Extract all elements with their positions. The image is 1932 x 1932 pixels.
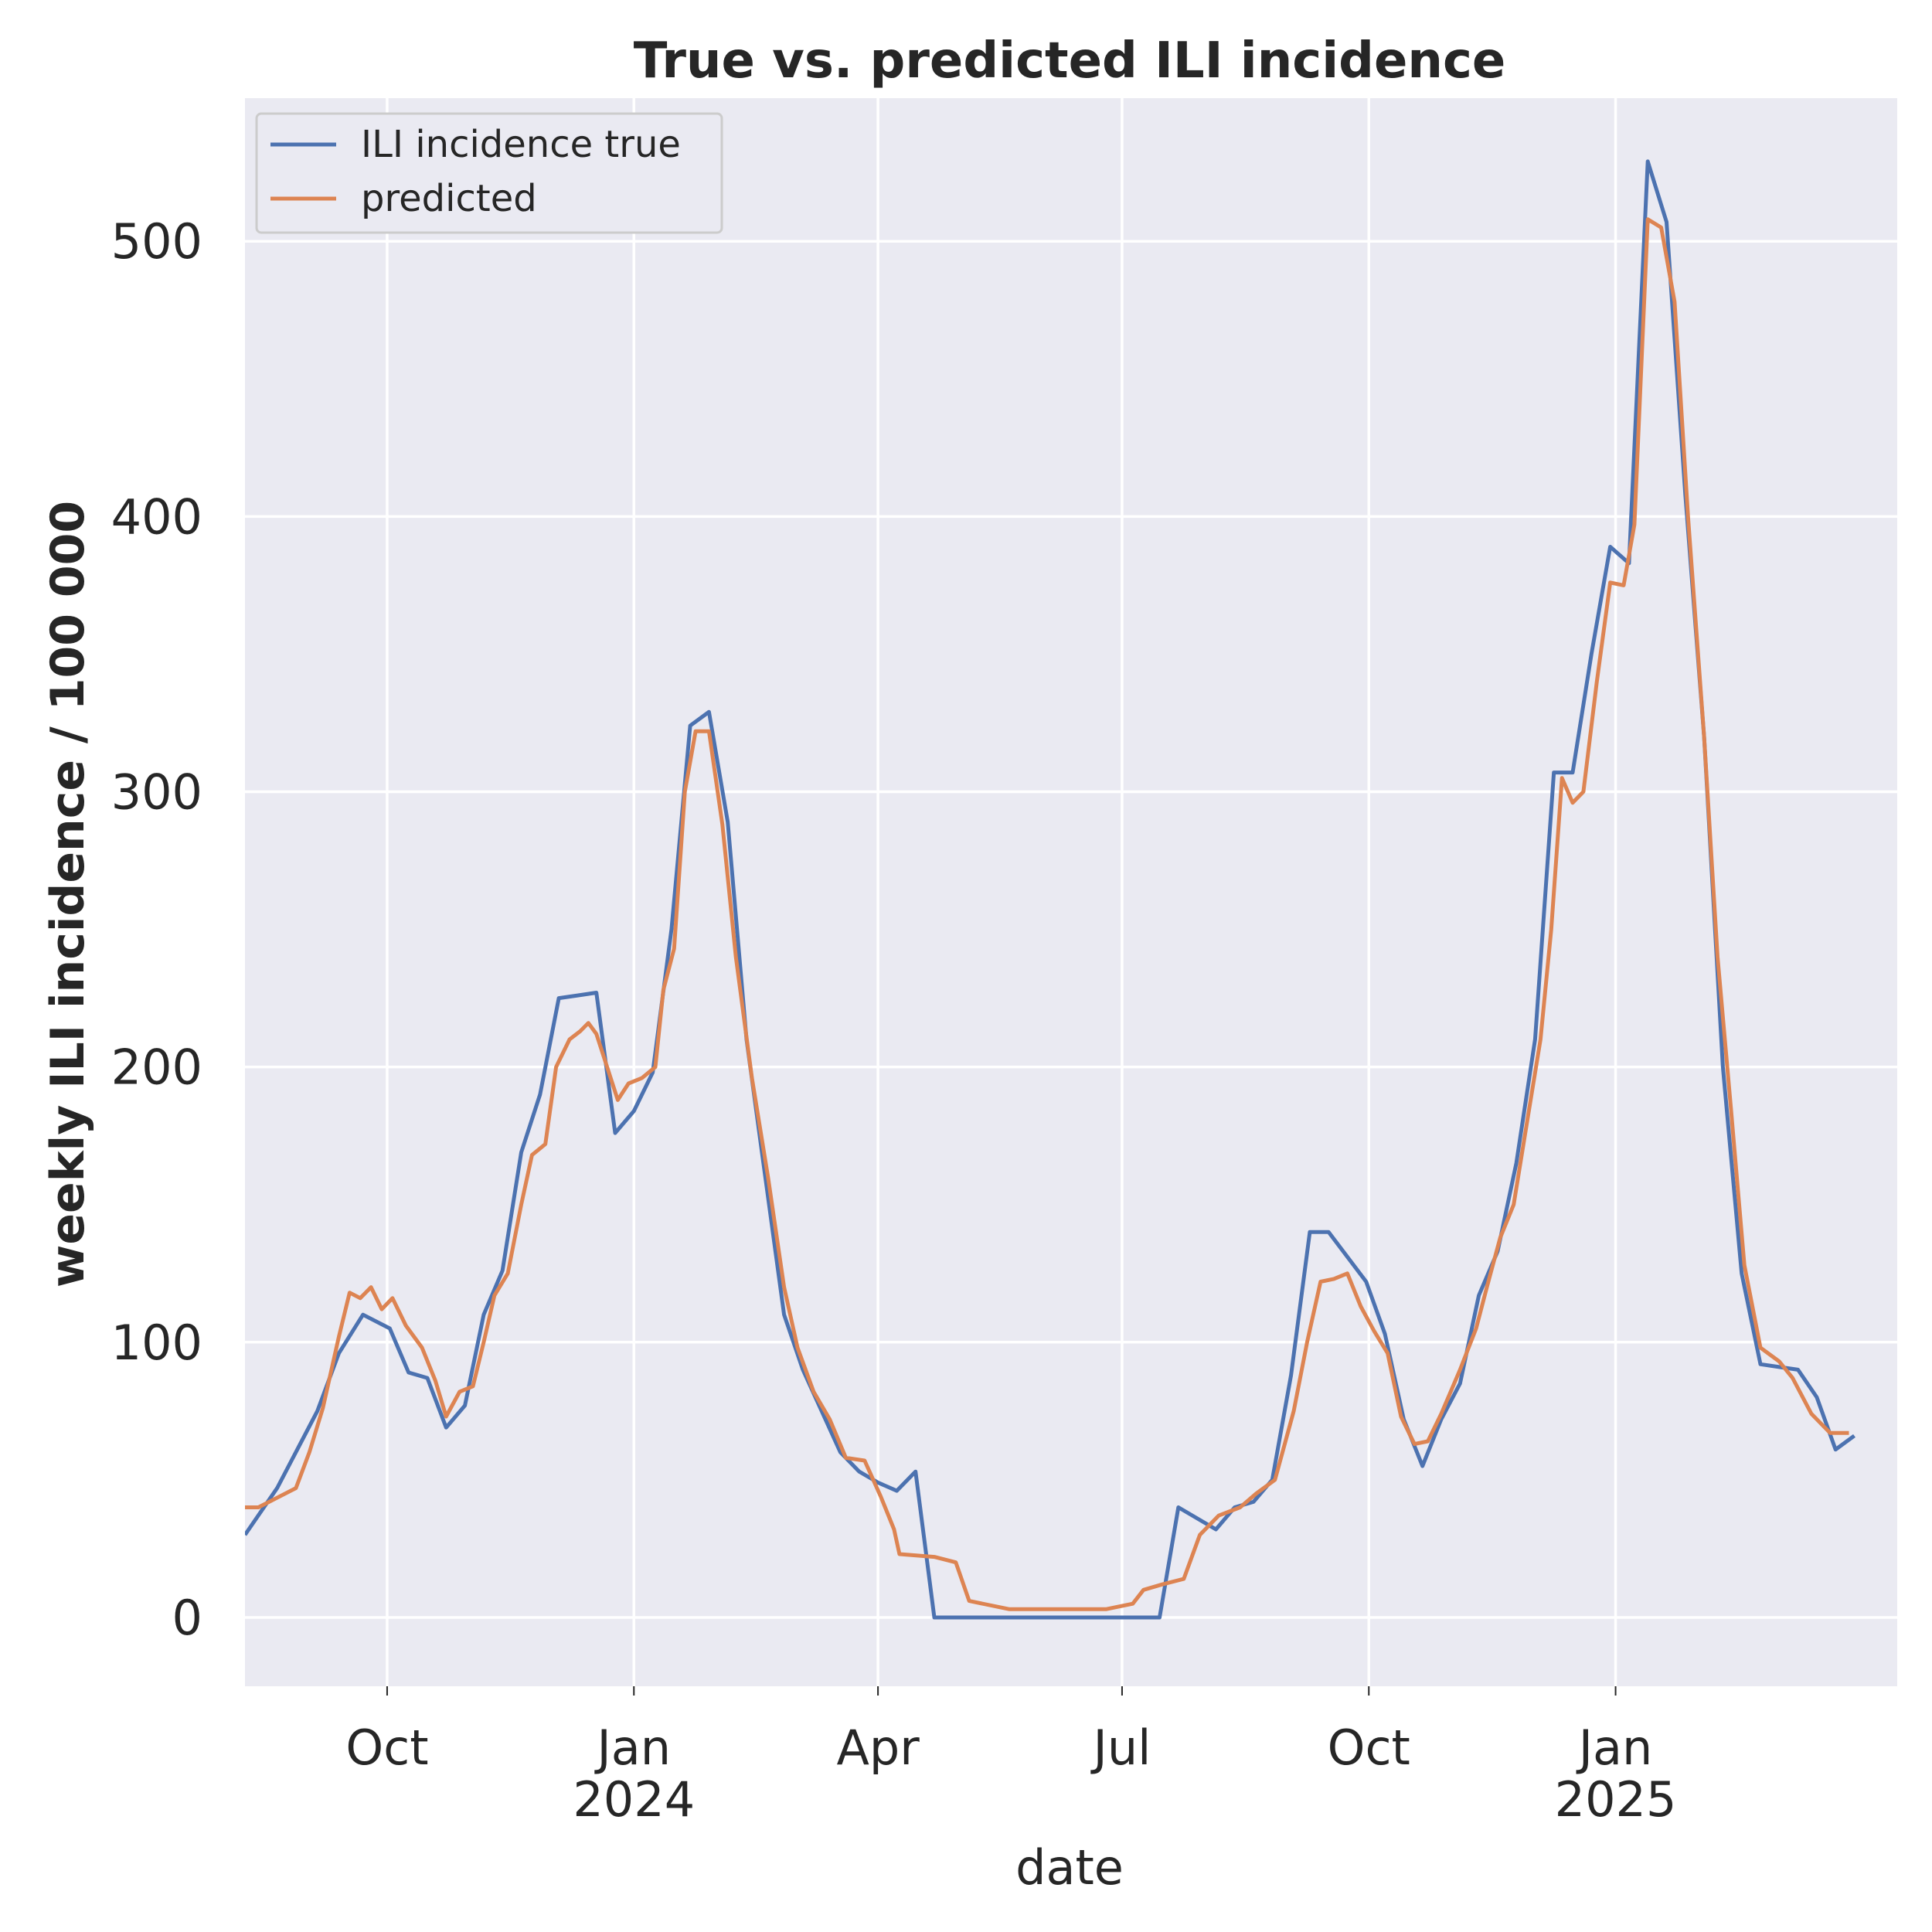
y-axis-label: weekly ILI incidence / 100 000	[41, 501, 95, 1287]
legend-label-predicted: predicted	[361, 177, 537, 220]
y-tick-label: 300	[111, 764, 202, 821]
x-tick-year-label: 2025	[1555, 1771, 1677, 1828]
x-axis-label: date	[1015, 1839, 1124, 1896]
series-line-true	[245, 159, 1855, 1620]
x-tick-label: Jan	[594, 1719, 671, 1776]
y-tick-label: 200	[111, 1039, 202, 1096]
grid	[245, 98, 1897, 1686]
x-tick-label: Apr	[836, 1719, 920, 1776]
y-tick-label: 400	[111, 488, 202, 545]
plot-background	[245, 98, 1897, 1686]
y-axis-ticks: 0 100 200 300 400 500	[111, 213, 202, 1646]
y-tick-label: 500	[111, 213, 202, 270]
legend-label-true: ILI incidence true	[361, 123, 681, 166]
x-tick-label: Jul	[1090, 1719, 1151, 1776]
x-tick-label: Oct	[345, 1719, 428, 1776]
y-tick-label: 0	[172, 1590, 202, 1646]
chart-title: True vs. predicted ILI incidence	[634, 32, 1506, 90]
x-tick-label: Jan	[1576, 1719, 1653, 1776]
series-lines	[245, 159, 1855, 1620]
series-line-predicted	[245, 217, 1849, 1611]
legend: ILI incidence true predicted	[255, 112, 723, 234]
legend-box	[255, 112, 723, 234]
y-tick-label: 100	[111, 1315, 202, 1371]
x-tick-year-label: 2024	[573, 1771, 695, 1828]
x-tick-label: Oct	[1328, 1719, 1410, 1776]
